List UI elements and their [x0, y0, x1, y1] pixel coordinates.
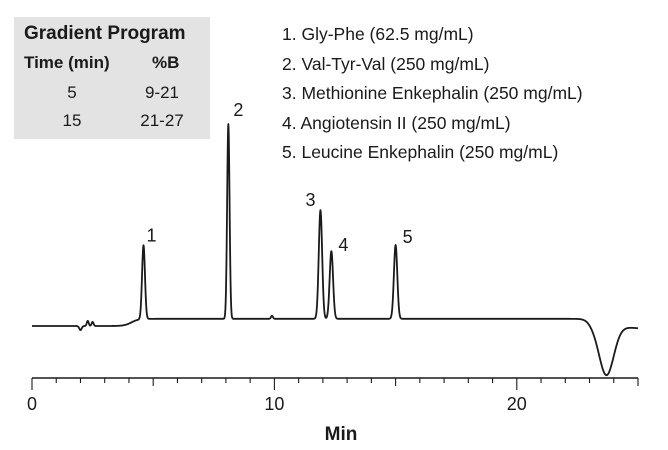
peak-label-1: 1	[146, 225, 156, 245]
gradient-row-1-percent-b: 9-21	[144, 83, 180, 102]
plot-area: 0 10 20 Min 1 2 3 4 5	[27, 100, 639, 445]
legend-item-3: 3. Methionine Enkephalin (250 mg/mL)	[282, 83, 583, 103]
peak-label-3: 3	[305, 190, 315, 210]
x-tick-label: 10	[264, 394, 284, 414]
gradient-row-1-time: 5	[67, 83, 77, 102]
legend-item-5: 5. Leucine Enkephalin (250 mg/mL)	[282, 142, 559, 162]
x-tick-label: 20	[507, 394, 527, 414]
chromatogram-trace	[31, 123, 639, 377]
peak-label-2: 2	[233, 100, 243, 120]
gradient-program-table: Gradient Program Time (min) %B 5 9-21 15…	[14, 17, 210, 139]
gradient-header-time: Time (min)	[24, 53, 110, 72]
gradient-row-2-percent-b: 21-27	[140, 111, 184, 130]
peak-label-4: 4	[338, 235, 348, 255]
legend-item-4: 4. Angiotensin II (250 mg/mL)	[282, 112, 511, 133]
peak-legend: 1. Gly-Phe (62.5 mg/mL) 2. Val-Tyr-Val (…	[282, 20, 583, 168]
gradient-row-2-time: 15	[62, 111, 82, 130]
gradient-program-title: Gradient Program	[24, 23, 186, 44]
x-axis-label: Min	[325, 424, 358, 445]
gradient-header-percent-b: %B	[152, 53, 180, 72]
legend-item-1: 1. Gly-Phe (62.5 mg/mL)	[282, 24, 474, 44]
x-tick-label: 0	[27, 394, 37, 414]
legend-item-2: 2. Val-Tyr-Val (250 mg/mL)	[282, 53, 490, 74]
peak-label-5: 5	[403, 227, 413, 247]
